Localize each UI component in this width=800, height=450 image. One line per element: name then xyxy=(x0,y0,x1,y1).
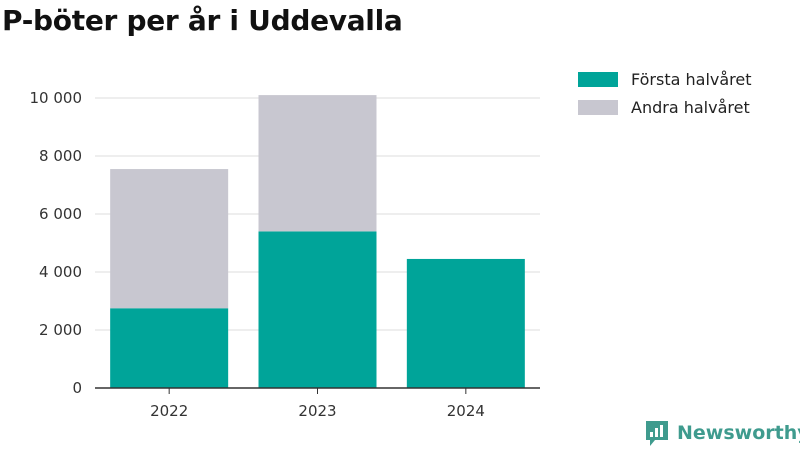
bar xyxy=(258,95,377,232)
bar xyxy=(110,308,229,388)
bar xyxy=(110,169,229,309)
legend-swatch xyxy=(578,100,618,115)
x-tick-label: 2022 xyxy=(150,402,188,420)
y-tick-label: 0 xyxy=(72,379,82,397)
x-tick-label: 2024 xyxy=(447,402,485,420)
brand-logo: Newsworthy xyxy=(644,419,800,447)
y-tick-label: 6 000 xyxy=(39,205,82,223)
axes: 0 2 000 4 000 6 000 8 000 10 000 2022 2023 2024 xyxy=(30,89,540,420)
legend-label: Första halvåret xyxy=(631,70,752,89)
y-tick-label: 8 000 xyxy=(39,147,82,165)
legend-label: Andra halvåret xyxy=(631,98,750,117)
chart-title: P-böter per år i Uddevalla xyxy=(2,4,403,37)
x-tick-label: 2023 xyxy=(298,402,336,420)
bar xyxy=(258,231,377,388)
newsworthy-logo-icon xyxy=(646,421,668,446)
legend-swatch xyxy=(578,72,618,87)
bar xyxy=(406,258,525,388)
y-tick-label: 4 000 xyxy=(39,263,82,281)
y-tick-label: 2 000 xyxy=(39,321,82,339)
brand-name: Newsworthy xyxy=(677,422,800,444)
legend: Första halvåret Andra halvåret xyxy=(578,70,752,117)
bars xyxy=(110,95,525,388)
y-tick-label: 10 000 xyxy=(30,89,83,107)
